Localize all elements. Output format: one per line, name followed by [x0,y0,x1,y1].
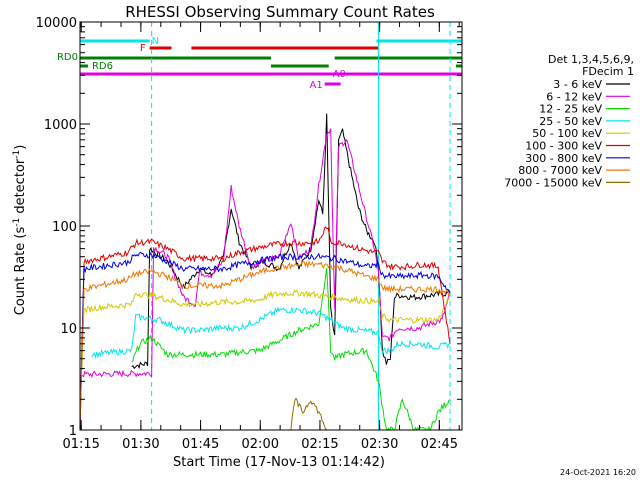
plot-area [151,22,451,430]
series-line [290,397,328,431]
series-line [79,260,451,431]
y-tick-label: 10 [60,322,77,337]
series-line [79,289,451,411]
y-axis-label-mid: detector [13,158,28,218]
chart-title: RHESSI Observing Summary Count Rates [125,3,435,21]
legend-label: 100 - 300 keV [525,140,602,153]
legend-label: 7000 - 15000 keV [504,176,602,189]
series-line [91,306,451,360]
legend-label: 800 - 7000 keV [518,164,602,177]
legend-label: 6 - 12 keV [546,90,602,103]
y-axis-label-main: Count Rate (s [13,227,28,316]
y-axis-label-sup2: -1 [12,150,22,159]
x-tick-label: 01:45 [182,437,219,452]
x-tick-label: 01:15 [62,437,99,452]
series-line [131,267,451,432]
axes: 1 10 100 1000 10000 01:15 01:30 01:45 02:00 02:15… [36,16,463,452]
y-tick-label: 1000 [44,118,77,133]
y-tick-label: 1 [69,424,77,439]
series-line [79,251,451,431]
x-axis-label: Start Time (17-Nov-13 01:14:42) [173,455,385,470]
footer-timestamp: 24-Oct-2021 16:20 [560,468,636,477]
flag-label: A0 [333,69,346,80]
flag-label: RD0 [57,52,78,63]
y-axis-label-sup1: -1 [12,218,22,227]
x-tick-label: 02:30 [361,437,398,452]
x-tick-label: 01:30 [122,437,159,452]
flag-bars: NF RD0 RD6 A0 A1 [57,36,462,91]
plot-frame [79,21,463,431]
series-line [79,226,451,431]
y-tick-label: 10000 [36,16,77,31]
series-line [79,128,451,379]
legend-label: 50 - 100 keV [532,127,602,140]
flag-label: A1 [310,80,323,91]
legend-label: 3 - 6 keV [553,78,602,91]
legend-label: 12 - 25 keV [539,103,602,116]
legend-header: FDecim 1 [582,65,634,78]
legend-label: 25 - 50 keV [539,115,602,128]
flag-label: F [140,43,146,54]
legend-header: Det 1,3,4,5,6,9, [548,53,634,66]
x-tick-label: 02:00 [242,437,279,452]
series-layer [79,113,451,432]
legend-label: 300 - 800 keV [525,152,602,165]
x-tick-label: 02:15 [301,437,338,452]
y-tick-label: 100 [52,220,77,235]
flag-label: RD6 [92,61,113,72]
y-axis-label: Count Rate (s-1 detector-1) [12,145,28,316]
y-axis-label-end: ) [13,145,28,150]
flag-label: N [152,36,159,47]
x-tick-label: 02:45 [421,437,458,452]
